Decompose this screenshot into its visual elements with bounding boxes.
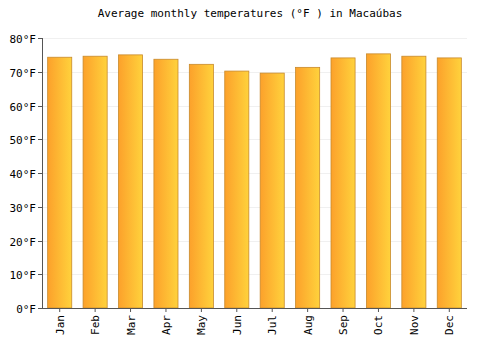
bar (119, 55, 143, 308)
bar (260, 73, 284, 308)
bar (402, 56, 426, 308)
bar (366, 54, 390, 308)
y-tick (38, 173, 42, 174)
x-tick-label: Apr (160, 315, 173, 335)
y-tick-label: 30°F (10, 202, 37, 215)
y-tick (38, 207, 42, 208)
bar (189, 64, 213, 308)
title: Average monthly temperatures (°F ) in Ma… (98, 7, 403, 20)
x-tick-label: Jun (231, 315, 244, 335)
y-axis (42, 38, 43, 308)
bar (154, 59, 178, 308)
bar (83, 56, 107, 308)
x-tick-label: Sep (337, 315, 350, 335)
y-tick-label: 0°F (16, 303, 36, 316)
x-axis (42, 308, 467, 309)
x-tick-label: Feb (89, 315, 102, 335)
y-tick (38, 72, 42, 73)
x-tick-label: Nov (408, 315, 421, 335)
y-tick-label: 40°F (10, 168, 37, 181)
y-tick-label: 20°F (10, 236, 37, 249)
y-tick (38, 106, 42, 107)
bar (437, 58, 461, 308)
y-tick-label: 50°F (10, 134, 37, 147)
y-tick (38, 274, 42, 275)
bar (225, 71, 249, 308)
chart-container: Average monthly temperatures (°F ) in Ma… (0, 0, 500, 350)
chart: Average monthly temperatures (°F ) in Ma… (0, 0, 500, 350)
bar (296, 67, 320, 308)
y-tick-label: 80°F (10, 33, 37, 46)
x-tick-label: Jan (54, 315, 67, 335)
bar (48, 57, 72, 308)
bar (331, 58, 355, 308)
y-tick-label: 60°F (10, 101, 37, 114)
x-tick-label: Mar (125, 315, 138, 335)
grid-line (42, 38, 467, 39)
x-tick-label: Dec (443, 315, 456, 335)
y-tick-label: 70°F (10, 67, 37, 80)
x-tick-label: Jul (266, 315, 279, 335)
x-tick-label: Aug (302, 315, 315, 335)
y-tick (38, 38, 42, 39)
y-tick (38, 308, 42, 309)
y-tick (38, 241, 42, 242)
x-tick-label: Oct (372, 315, 385, 335)
y-tick (38, 139, 42, 140)
grid-line (42, 308, 467, 309)
bars (48, 54, 462, 308)
y-tick-label: 10°F (10, 269, 37, 282)
x-tick-label: May (195, 315, 208, 335)
